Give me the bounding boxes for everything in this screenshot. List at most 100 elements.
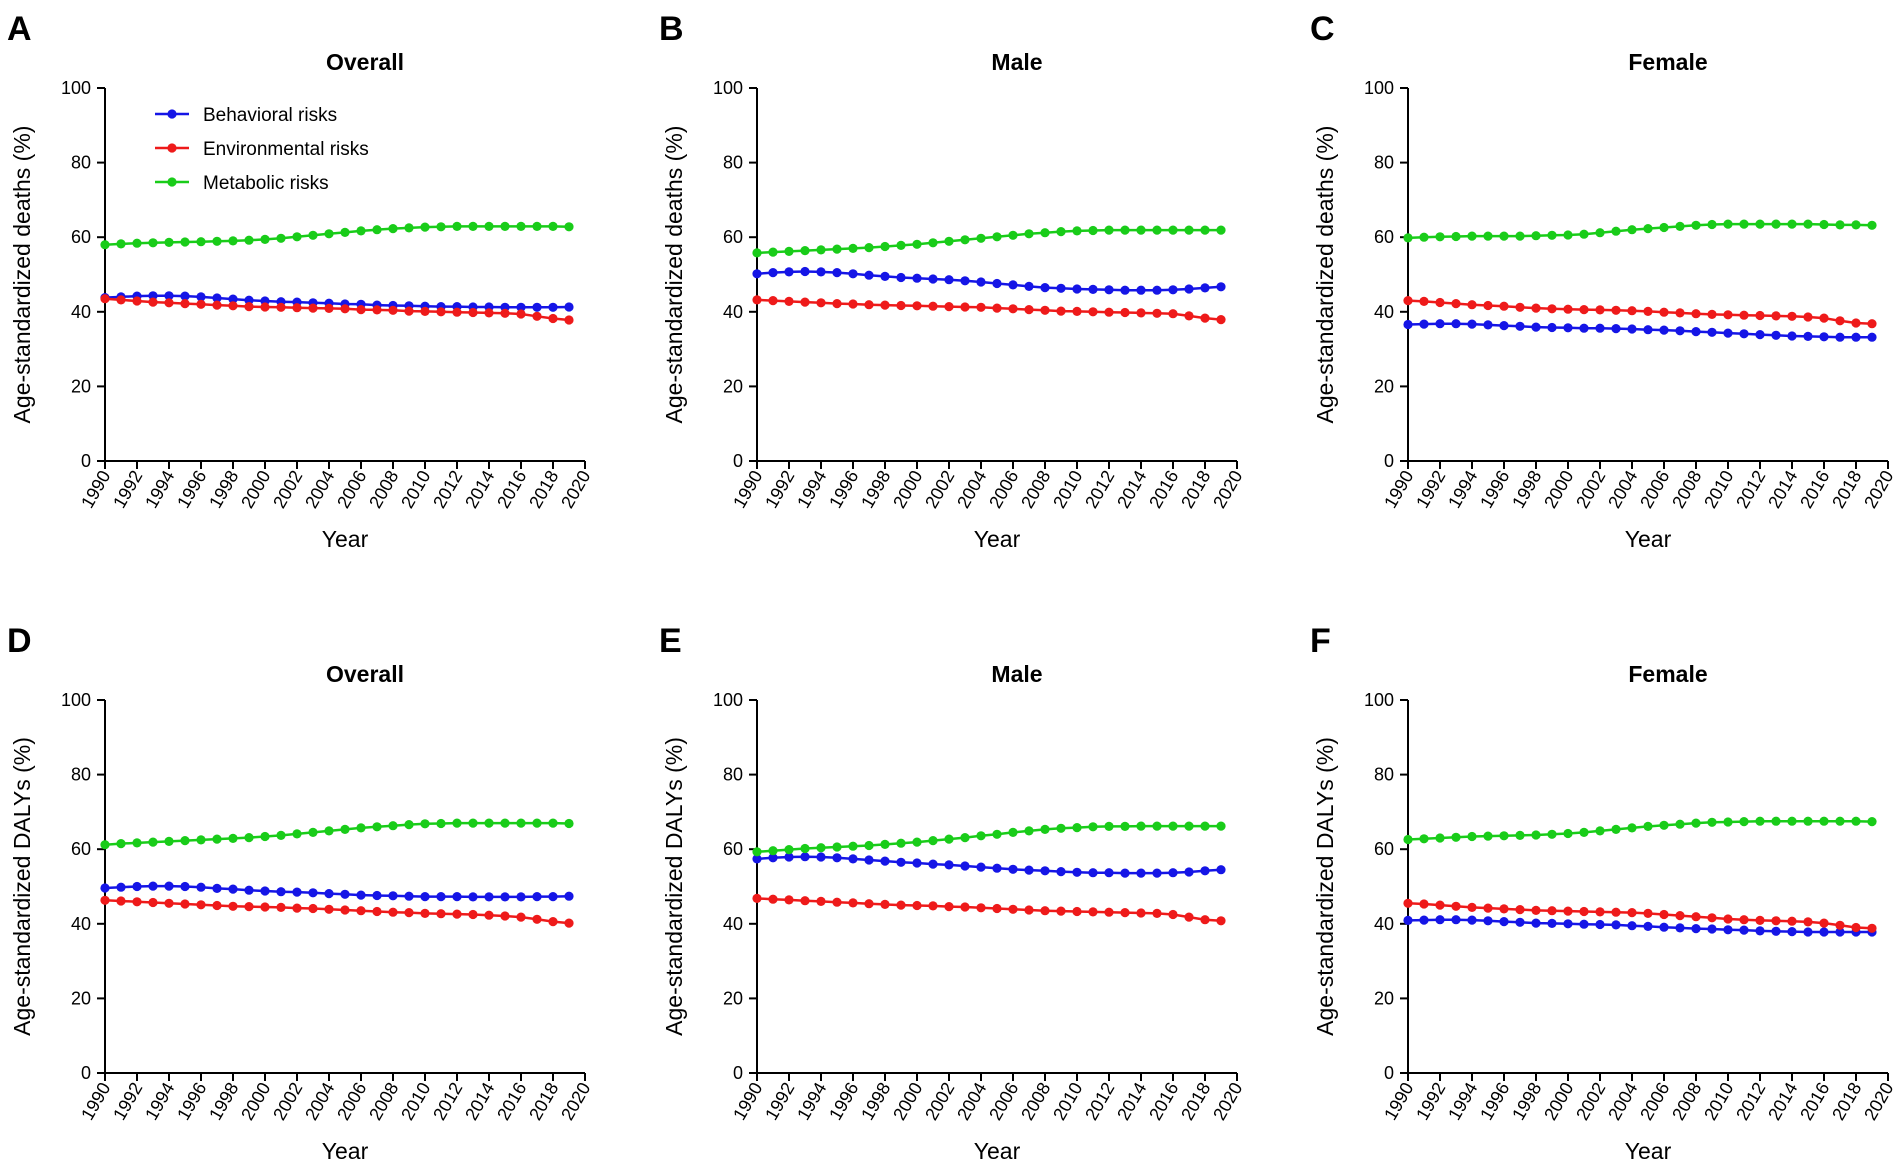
data-point-environmental	[1595, 305, 1605, 315]
data-point-metabolic	[1659, 820, 1669, 830]
data-point-behavioral	[1563, 323, 1573, 333]
data-point-metabolic	[1835, 220, 1845, 230]
data-point-metabolic	[1499, 831, 1509, 841]
x-tick-label: 2016	[493, 467, 530, 512]
data-point-behavioral	[1008, 864, 1018, 874]
data-point-metabolic	[1723, 219, 1733, 229]
data-point-environmental	[1403, 296, 1413, 306]
data-point-environmental	[1611, 305, 1621, 315]
x-tick-label: 2016	[1145, 1079, 1182, 1124]
x-tick-label: 2016	[1145, 467, 1182, 512]
data-point-environmental	[1008, 904, 1018, 914]
x-tick-label: 1998	[205, 1079, 242, 1124]
y-tick-label: 40	[723, 302, 743, 322]
data-point-metabolic	[244, 235, 254, 245]
data-point-environmental	[308, 903, 318, 914]
y-axis-label: Age-standardized DALYs (%)	[9, 737, 35, 1036]
data-point-metabolic	[1595, 228, 1605, 238]
data-point-behavioral	[436, 892, 446, 902]
data-point-behavioral	[816, 267, 826, 277]
data-point-behavioral	[1435, 319, 1445, 329]
x-tick-label: 1994	[141, 467, 178, 512]
x-axis-label: Year	[1625, 1138, 1672, 1164]
x-tick-label: 2010	[1049, 467, 1086, 512]
data-point-environmental	[752, 893, 762, 904]
data-point-behavioral	[1595, 323, 1605, 333]
data-point-metabolic	[180, 237, 190, 247]
data-point-behavioral	[1136, 285, 1146, 295]
data-point-metabolic	[196, 835, 206, 845]
y-tick-label: 80	[71, 765, 91, 785]
data-point-environmental	[1216, 315, 1226, 325]
data-point-behavioral	[1168, 868, 1178, 878]
series-line-environmental	[1407, 299, 1873, 325]
data-point-environmental	[1483, 903, 1493, 913]
x-tick-label: 2012	[1081, 467, 1118, 512]
data-point-environmental	[848, 898, 858, 908]
data-point-behavioral	[1184, 867, 1194, 877]
data-point-metabolic	[1040, 824, 1050, 835]
x-tick-label: 1998	[857, 1079, 894, 1124]
data-point-metabolic	[928, 836, 938, 846]
series-metabolic	[752, 821, 1226, 857]
data-point-metabolic	[784, 246, 794, 256]
data-point-metabolic	[1419, 834, 1429, 844]
data-point-environmental	[532, 311, 542, 321]
data-point-environmental	[500, 308, 510, 318]
x-tick-label: 2020	[1209, 467, 1246, 512]
data-point-environmental	[1643, 908, 1653, 919]
x-tick-label: 1998	[1508, 1079, 1545, 1124]
x-tick-label: 2000	[889, 1079, 926, 1124]
x-tick-label: 1996	[825, 467, 862, 512]
data-point-metabolic	[1152, 821, 1162, 831]
series-line-environmental	[756, 298, 1222, 321]
data-point-metabolic	[116, 239, 126, 249]
data-point-behavioral	[1088, 284, 1098, 294]
panel-title: Female	[1628, 661, 1707, 687]
data-point-behavioral	[1120, 285, 1130, 295]
data-point-metabolic	[100, 840, 110, 850]
data-point-behavioral	[960, 276, 970, 286]
data-point-metabolic	[1419, 232, 1429, 242]
data-point-metabolic	[276, 233, 286, 243]
y-tick-label: 60	[71, 839, 91, 859]
data-point-environmental	[1515, 302, 1525, 312]
x-tick-label: 2008	[365, 467, 402, 512]
data-point-metabolic	[1563, 230, 1573, 240]
data-point-environmental	[1723, 914, 1733, 924]
data-point-behavioral	[148, 881, 158, 891]
data-point-environmental	[976, 302, 986, 312]
data-point-metabolic	[404, 820, 414, 830]
y-tick-label: 20	[1374, 376, 1394, 396]
y-axis-label: Age-standardized deaths (%)	[661, 126, 687, 424]
data-point-environmental	[1120, 908, 1130, 918]
data-point-environmental	[768, 296, 778, 306]
panel-title: Female	[1628, 49, 1707, 75]
data-point-metabolic	[276, 830, 286, 841]
data-point-environmental	[784, 895, 794, 905]
data-point-behavioral	[1216, 865, 1226, 875]
data-point-metabolic	[1200, 821, 1210, 831]
data-point-behavioral	[1739, 925, 1749, 935]
data-point-behavioral	[116, 882, 126, 892]
data-point-behavioral	[1515, 321, 1525, 331]
data-point-environmental	[1867, 319, 1877, 329]
x-tick-label: 1992	[761, 1079, 798, 1124]
data-point-metabolic	[752, 847, 762, 857]
data-point-metabolic	[800, 843, 810, 854]
series-metabolic	[752, 225, 1226, 258]
data-point-environmental	[1835, 316, 1845, 326]
data-point-behavioral	[880, 856, 890, 866]
data-point-metabolic	[516, 221, 526, 231]
data-point-metabolic	[848, 841, 858, 851]
data-point-environmental	[1739, 915, 1749, 925]
data-point-metabolic	[1435, 833, 1445, 843]
data-point-behavioral	[1483, 320, 1493, 330]
x-tick-label: 2000	[1540, 1079, 1577, 1124]
data-point-metabolic	[1168, 225, 1178, 235]
data-point-environmental	[1547, 906, 1557, 916]
data-point-environmental	[1867, 923, 1877, 933]
data-point-behavioral	[864, 270, 874, 280]
data-point-behavioral	[912, 858, 922, 868]
